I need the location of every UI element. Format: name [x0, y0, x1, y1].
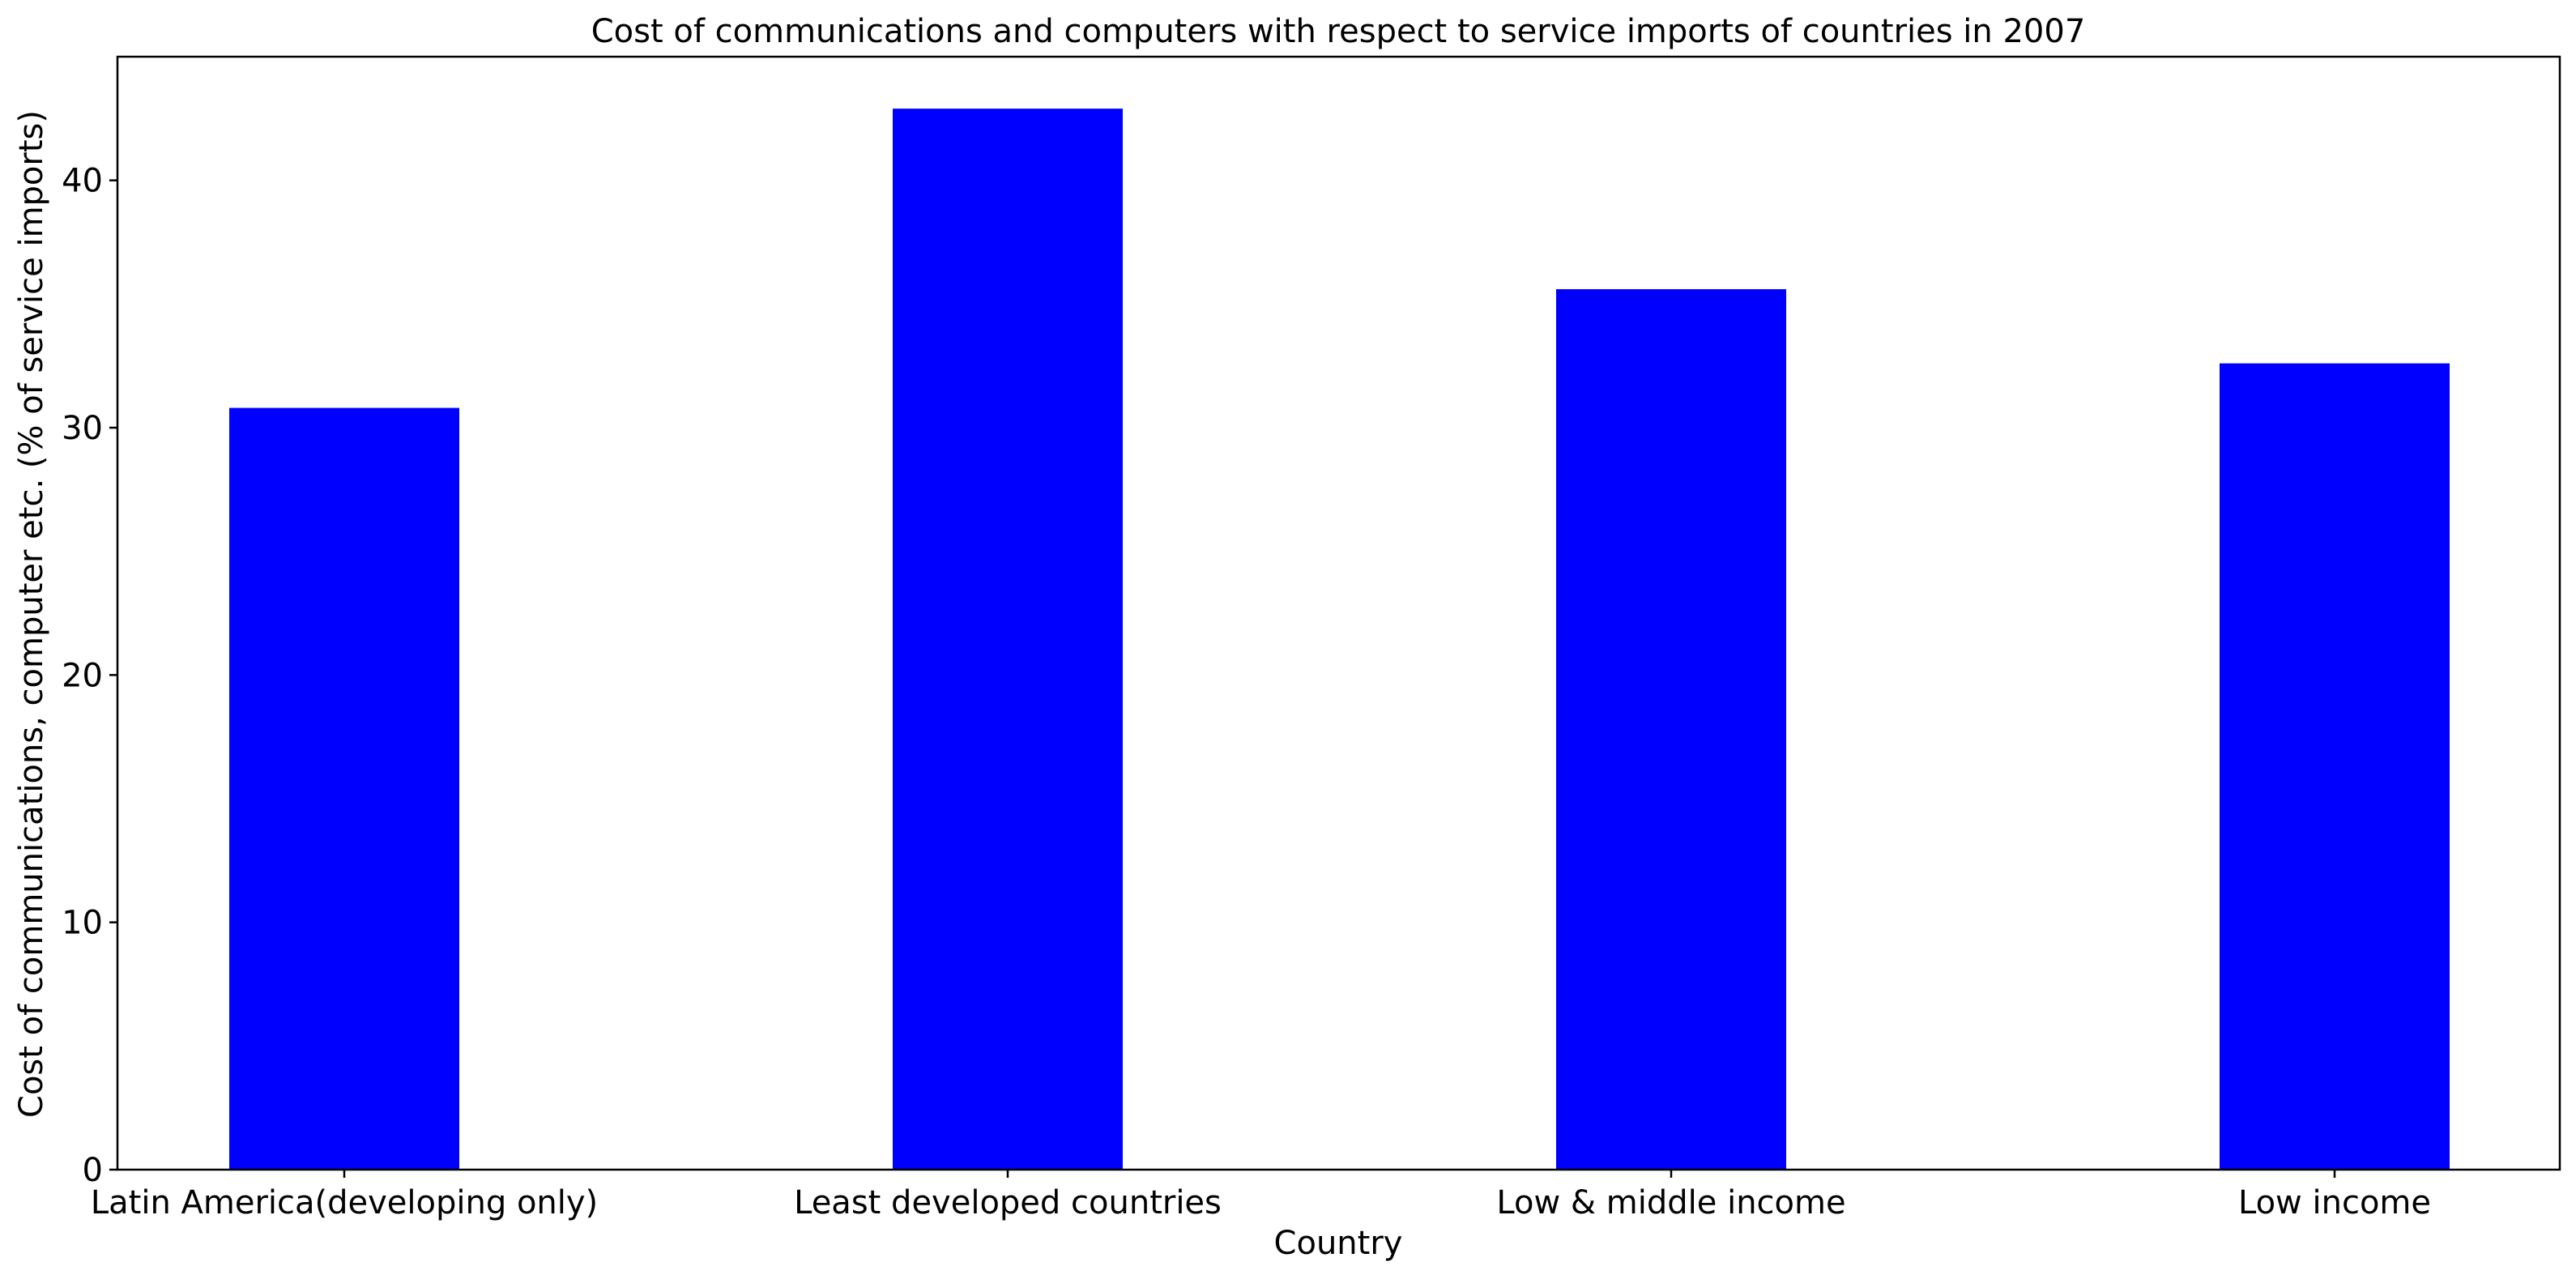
y-tick-label-3: 30: [62, 410, 103, 447]
plot-frame: [116, 55, 2561, 1171]
x-tick-label-1: Least developed countries: [794, 1184, 1222, 1221]
y-tick-label-0: 0: [83, 1152, 103, 1189]
y-tick-label-1: 10: [62, 905, 103, 942]
y-tick-label-4: 40: [62, 163, 103, 200]
bar-2: [1556, 289, 1786, 1170]
bars-layer: [229, 109, 2450, 1170]
y-axis-label: Cost of communications, computer etc. (%…: [13, 110, 50, 1118]
bar-3: [2220, 363, 2450, 1170]
bar-0: [229, 407, 459, 1170]
x-axis-ticks: Latin America(developing only) Least deve…: [91, 1170, 2431, 1221]
chart-title: Cost of communications and computers wit…: [591, 13, 2086, 50]
y-tick-label-2: 20: [62, 657, 103, 694]
y-axis-ticks: 0 10 20 30 40: [62, 163, 117, 1189]
bar-1: [893, 109, 1123, 1170]
x-axis-label: Country: [1274, 1225, 1403, 1262]
x-tick-label-3: Low income: [2238, 1184, 2431, 1221]
x-tick-label-2: Low & middle income: [1496, 1184, 1845, 1221]
x-tick-label-0: Latin America(developing only): [91, 1184, 598, 1221]
